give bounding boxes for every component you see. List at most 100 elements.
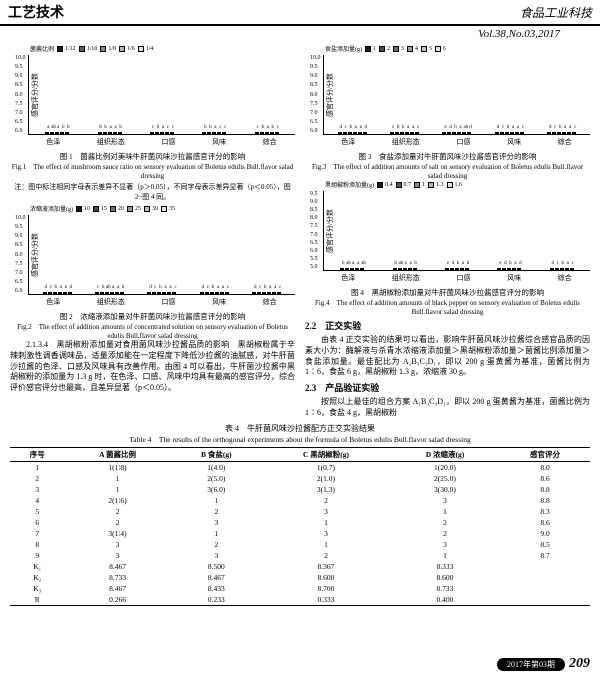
table-cell: 1 (171, 495, 262, 506)
table-cell: 8.367 (262, 561, 390, 572)
table-cell: 3 (262, 506, 390, 517)
figure-3: 食盐添加量(g)123456感官评分/分数10.09.59.08.58.07.5… (305, 44, 590, 147)
table-row: 42(1∶6)1238.8 (10, 495, 590, 506)
table-cell: 2(1.0) (262, 473, 390, 484)
page-number: 209 (569, 656, 590, 672)
table4-caption-cn: 表 4 牛肝菌风味沙拉酱配方正交实验结果 (10, 423, 590, 434)
table-cell: K₁ (10, 561, 64, 572)
section-2-3: 2.3 产品验证实验 (305, 381, 590, 394)
left-column: 菌酱比例1/121/101/81/61/4感官评分/分数10.09.59.08.… (10, 44, 295, 419)
bar: ab (105, 292, 109, 294)
journal-info: Vol.38,No.03,2017 (0, 28, 600, 40)
fig2-caption-en: Fig.2 The effect of addition amounts of … (10, 322, 295, 340)
table-cell: 7 (10, 528, 64, 539)
x-ticks: 色泽组织形态口感风味综合 (323, 273, 590, 283)
bar: a (63, 292, 67, 294)
chart-area: 感官评分/分数10.09.59.08.58.07.57.06.56.0aabab… (28, 55, 295, 135)
table-cell: 8.6 (500, 517, 590, 528)
bar: b (210, 292, 214, 294)
bar-group: dcbaac (200, 292, 229, 294)
bars: dcbaadcbbaacedbaabddcbaacdcbaac (324, 55, 590, 134)
bar: ab (345, 268, 349, 270)
bar-group: bbacc (202, 132, 226, 134)
bar-group: dcbaac (147, 292, 176, 294)
table-cell: 8.433 (171, 583, 262, 594)
bar: a (215, 292, 219, 294)
table-cell: 8.600 (390, 572, 500, 583)
bar: b (100, 292, 104, 294)
legend-item: 1.3 (428, 180, 444, 189)
bar-group: bbaab (98, 132, 122, 134)
table-cell: 1 (390, 550, 500, 561)
bar: b (505, 132, 509, 134)
bar: c (390, 132, 394, 134)
table-cell: 1 (171, 528, 262, 539)
bar: a (353, 132, 357, 134)
table-cell: 3 (64, 550, 170, 561)
table-cell: 2 (171, 506, 262, 517)
fig1-caption-en: Fig.1 The effect of mushroom sauce ratio… (10, 162, 295, 180)
header-right: 食品工业科技 (520, 4, 592, 21)
table-cell: 8.0 (500, 461, 590, 473)
table-cell: 1 (262, 517, 390, 528)
bar: a (220, 292, 224, 294)
bar: b (260, 132, 264, 134)
bar-group: dcbaac (547, 132, 576, 134)
legend-item: 2 (379, 44, 390, 53)
table-header: 感官评分 (500, 447, 590, 461)
table-cell: 1 (390, 506, 500, 517)
bar: b (395, 132, 399, 134)
bar: a (212, 132, 216, 134)
bar: b (452, 132, 456, 134)
y-label: 感官评分/分数 (30, 73, 40, 117)
legend-item: 5 (421, 44, 432, 53)
legend-item: 1/4 (138, 44, 154, 53)
bars: dcbaadcbabaabdcbaacdcbaacdcbaac (29, 215, 295, 294)
bar: a (460, 268, 464, 270)
table-cell: 8.467 (171, 572, 262, 583)
chart-area: 感官评分/分数10.09.59.08.58.07.57.06.56.0dcbaa… (323, 55, 590, 135)
table-cell: 3 (64, 539, 170, 550)
legend-item: 1 (414, 180, 425, 189)
bar: b (207, 132, 211, 134)
table-cell: 8.500 (171, 561, 262, 572)
bar: c (555, 268, 559, 270)
table-cell (500, 572, 590, 583)
bar: a (265, 132, 269, 134)
table-cell: 2 (390, 528, 500, 539)
bar: c (257, 292, 261, 294)
legend-item: 1/8 (100, 44, 116, 53)
page-header: 工艺技术 食品工业科技 (0, 0, 600, 26)
table-cell: 0.233 (171, 594, 262, 606)
table-4: 序号A 菌酱比例B 食盐(g)C 黑胡椒粉(g)D 浓缩液(g)感官评分 11(… (10, 447, 590, 606)
chart-area: 感官评分/分数9.59.08.58.07.57.06.56.05.55.0bab… (323, 191, 590, 271)
table-cell: 3 (262, 528, 390, 539)
table-cell: 3(1∶4) (64, 528, 170, 539)
bar: c (205, 292, 209, 294)
table-cell: 3(30.0) (390, 484, 500, 495)
table-cell: 8.6 (500, 473, 590, 484)
y-ticks: 10.09.59.08.58.07.57.06.56.0 (310, 55, 321, 134)
bar: d (363, 132, 367, 134)
table-cell: 1 (10, 461, 64, 473)
bar: a (167, 292, 171, 294)
bar: a (267, 292, 271, 294)
bar: d (43, 292, 47, 294)
bar: b (53, 292, 57, 294)
table-cell (500, 561, 590, 572)
bar: a (405, 132, 409, 134)
table-cell: K₂ (10, 572, 64, 583)
bar: d (447, 132, 451, 134)
chart-area: 感官评分/分数10.09.59.08.58.07.57.06.56.0dcbaa… (28, 215, 295, 295)
table-row: K₂8.7338.4678.6008.600 (10, 572, 590, 583)
y-label: 感官评分/分数 (30, 233, 40, 277)
bar: d (147, 292, 151, 294)
legend-item: 1/12 (57, 44, 76, 53)
table-header: A 菌酱比例 (64, 447, 170, 461)
figure-2: 浓缩液添加量(g)101520253035感官评分/分数10.09.59.08.… (10, 204, 295, 307)
legend-item: 20 (110, 204, 124, 213)
paragraph-22: 由表 4 正交实验的结果可以看出，影响牛肝菌风味沙拉酱综合感官品质的因素大小为：… (305, 335, 590, 378)
table-cell: 8.700 (262, 583, 390, 594)
right-column: 食盐添加量(g)123456感官评分/分数10.09.59.08.58.07.5… (305, 44, 590, 419)
table-cell: K₃ (10, 583, 64, 594)
